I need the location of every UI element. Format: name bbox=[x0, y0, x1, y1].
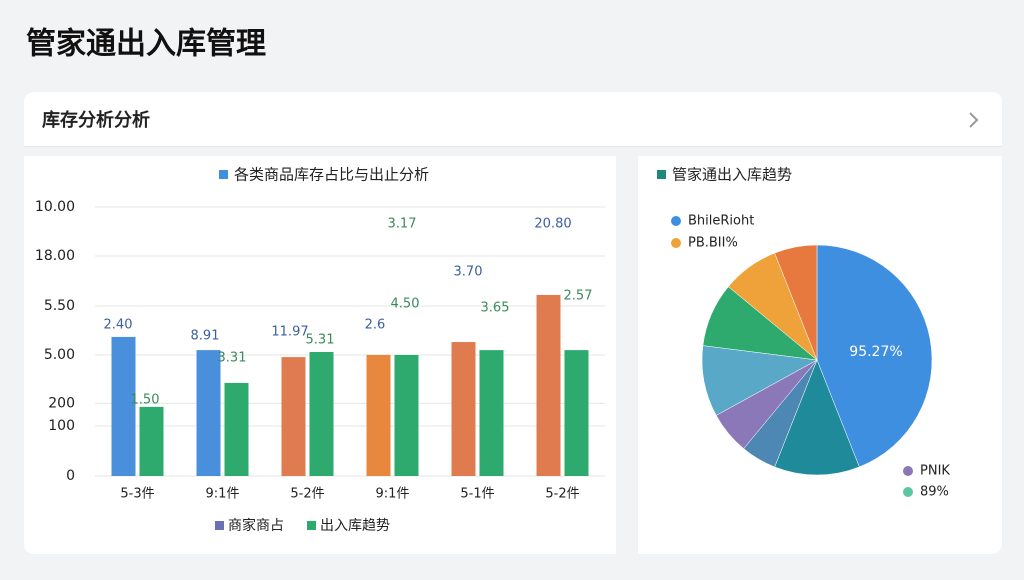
bar bbox=[366, 354, 391, 476]
x-tick-label: 9:1件 bbox=[206, 487, 240, 502]
y-tick-label: 10.00 bbox=[35, 199, 75, 215]
page-title: 管家通出入库管理 bbox=[26, 27, 266, 62]
legend-label: PNIK bbox=[920, 464, 950, 479]
data-annotation: 2.6 bbox=[365, 318, 386, 333]
pie-slice bbox=[701, 345, 818, 416]
legend-swatch bbox=[307, 521, 316, 530]
legend-label: PB.BII% bbox=[688, 236, 738, 251]
bar bbox=[139, 406, 164, 476]
chart-title: 管家通出入库趋势 bbox=[672, 166, 792, 184]
title-marker bbox=[657, 170, 666, 179]
y-tick-label: 0 bbox=[66, 468, 75, 484]
bar bbox=[111, 336, 136, 476]
bar bbox=[394, 354, 419, 476]
pie-slice bbox=[816, 244, 933, 468]
legend-dot bbox=[671, 216, 681, 226]
legend-dot bbox=[903, 487, 913, 497]
y-tick-label: 200 bbox=[48, 395, 75, 411]
data-annotation: 3.65 bbox=[481, 301, 510, 316]
pie-slice bbox=[774, 359, 860, 476]
chevron[interactable] bbox=[969, 112, 979, 128]
data-annotation: 2.40 bbox=[104, 318, 133, 333]
card-title: 库存分析分析 bbox=[42, 109, 150, 131]
bar bbox=[196, 350, 221, 476]
legend-label: 商家商占 bbox=[228, 517, 284, 534]
data-annotation: 3.70 bbox=[454, 265, 483, 280]
divider bbox=[24, 146, 1002, 156]
data-annotation: 11.97 bbox=[271, 325, 308, 340]
data-annotation: 5.31 bbox=[306, 333, 335, 348]
title-marker bbox=[219, 170, 228, 179]
data-annotation: 3.17 bbox=[388, 217, 417, 232]
bar bbox=[309, 351, 334, 476]
bar bbox=[536, 294, 561, 476]
bar bbox=[479, 350, 504, 476]
x-tick-label: 5-1件 bbox=[460, 487, 494, 502]
data-annotation: 3.31 bbox=[218, 351, 247, 366]
legend-label: BhileRioht bbox=[688, 214, 754, 229]
legend-label: 89% bbox=[920, 485, 949, 500]
y-tick-label: 18.00 bbox=[35, 248, 75, 264]
y-tick-label: 100 bbox=[48, 418, 75, 434]
legend-dot bbox=[671, 238, 681, 248]
y-tick-label: 5.00 bbox=[44, 347, 75, 363]
bar bbox=[224, 382, 249, 476]
bar bbox=[281, 357, 306, 476]
y-tick-label: 5.50 bbox=[44, 298, 75, 314]
divider-line bbox=[24, 146, 1002, 147]
x-tick-label: 5-3件 bbox=[120, 487, 154, 502]
x-tick-label: 5-2件 bbox=[545, 487, 579, 502]
slice-annotation: 95.27% bbox=[849, 344, 902, 360]
x-tick-label: 5-2件 bbox=[290, 487, 324, 502]
data-annotation: 20.80 bbox=[534, 217, 571, 232]
data-annotation: 4.50 bbox=[391, 297, 420, 312]
chart-title: 各类商品库存占比与出止分析 bbox=[234, 166, 429, 184]
gap bbox=[616, 146, 638, 554]
pie-slice bbox=[774, 244, 818, 361]
x-tick-label: 9:1件 bbox=[376, 487, 410, 502]
legend-label: 出入库趋势 bbox=[320, 518, 390, 534]
data-annotation: 1.50 bbox=[131, 393, 160, 408]
legend-swatch bbox=[215, 521, 224, 530]
bar bbox=[564, 350, 589, 476]
legend-dot bbox=[903, 466, 913, 476]
data-annotation: 8.91 bbox=[191, 329, 220, 344]
data-annotation: 2.57 bbox=[564, 289, 593, 304]
bar bbox=[451, 342, 476, 476]
